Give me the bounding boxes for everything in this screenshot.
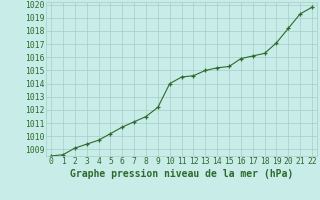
X-axis label: Graphe pression niveau de la mer (hPa): Graphe pression niveau de la mer (hPa) [70,169,293,179]
